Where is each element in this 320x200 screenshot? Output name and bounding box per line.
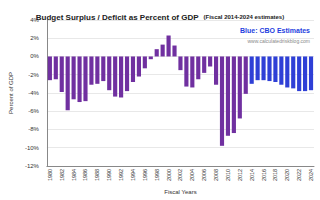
svg-text:Fiscal Years: Fiscal Years xyxy=(164,189,196,195)
svg-text:-10%: -10% xyxy=(25,145,40,151)
svg-text:1998: 1998 xyxy=(154,169,160,181)
svg-text:-4%: -4% xyxy=(28,90,39,96)
svg-text:2024: 2024 xyxy=(308,169,314,181)
svg-text:1996: 1996 xyxy=(142,169,148,181)
svg-text:Blue: CBO Estimates: Blue: CBO Estimates xyxy=(240,27,310,34)
svg-text:2010: 2010 xyxy=(225,169,231,181)
svg-text:-6%: -6% xyxy=(28,108,39,114)
svg-text:1990: 1990 xyxy=(106,169,112,181)
svg-text:1988: 1988 xyxy=(94,169,100,181)
svg-text:1986: 1986 xyxy=(82,169,88,181)
svg-text:1980: 1980 xyxy=(47,169,53,181)
svg-text:1982: 1982 xyxy=(59,169,65,181)
svg-text:2012: 2012 xyxy=(237,169,243,181)
svg-text:2008: 2008 xyxy=(213,169,219,181)
svg-text:2018: 2018 xyxy=(272,169,278,181)
svg-text:2014: 2014 xyxy=(249,169,255,181)
svg-text:2000: 2000 xyxy=(166,169,172,181)
svg-text:1984: 1984 xyxy=(71,169,77,181)
svg-text:Percent of GDP: Percent of GDP xyxy=(8,72,14,114)
svg-text:1994: 1994 xyxy=(130,169,136,181)
svg-text:2020: 2020 xyxy=(284,169,290,181)
svg-text:-2%: -2% xyxy=(28,72,39,78)
svg-text:www.calculatedriskblog.com: www.calculatedriskblog.com xyxy=(247,38,310,44)
svg-text:2002: 2002 xyxy=(177,169,183,181)
svg-text:-8%: -8% xyxy=(28,126,39,132)
svg-text:2%: 2% xyxy=(30,35,39,41)
svg-text:2006: 2006 xyxy=(201,169,207,181)
svg-text:2022: 2022 xyxy=(296,169,302,181)
svg-text:2004: 2004 xyxy=(189,169,195,181)
svg-text:0%: 0% xyxy=(30,53,39,59)
svg-text:2016: 2016 xyxy=(261,169,267,181)
svg-text:Budget Surplus / Deficit as Pe: Budget Surplus / Deficit as Percent of G… xyxy=(36,13,199,22)
svg-text:-12%: -12% xyxy=(25,163,40,169)
svg-text:1992: 1992 xyxy=(118,169,124,181)
svg-text:(Fiscal 2014-2024 estimates): (Fiscal 2014-2024 estimates) xyxy=(203,14,284,20)
